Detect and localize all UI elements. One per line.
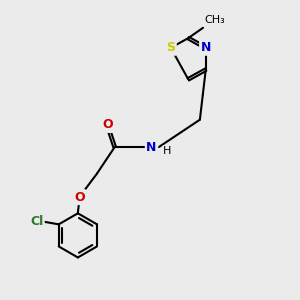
Text: O: O <box>102 118 112 131</box>
Text: N: N <box>146 141 157 154</box>
Text: Cl: Cl <box>30 215 43 228</box>
Text: S: S <box>166 41 175 54</box>
Text: CH₃: CH₃ <box>205 16 225 26</box>
Text: O: O <box>74 190 85 204</box>
Text: N: N <box>201 41 211 54</box>
Text: H: H <box>163 146 171 156</box>
